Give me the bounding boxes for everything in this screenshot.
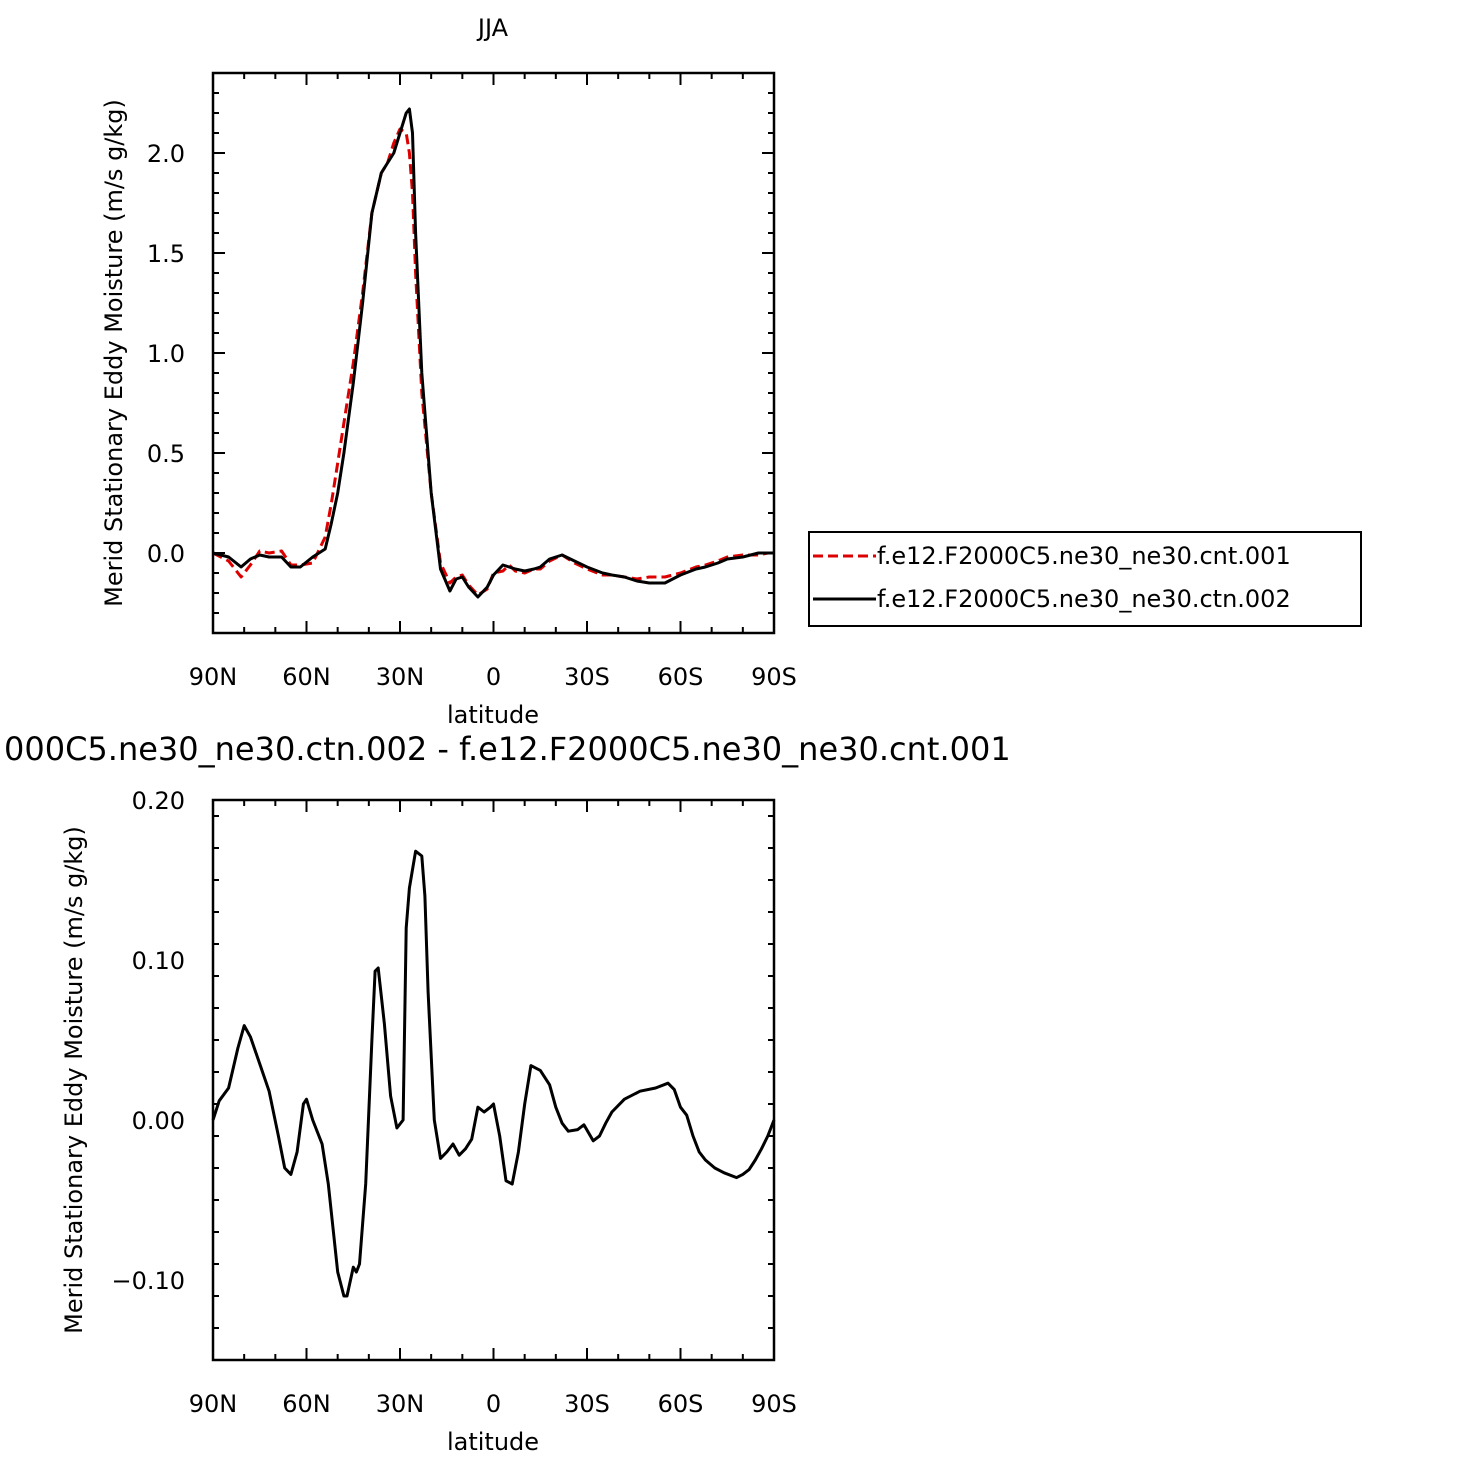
y-tick-label: 0.20 [132, 787, 185, 815]
x-tick-label: 30S [564, 663, 610, 691]
y-tick-label: 1.5 [147, 240, 185, 268]
chart-title: JJA [476, 14, 509, 42]
y-tick-label: 0.10 [132, 947, 185, 975]
x-tick-label: 60S [658, 663, 704, 691]
x-tick-label: 30S [564, 1390, 610, 1418]
legend-label-ctn002: f.e12.F2000C5.ne30_ne30.ctn.002 [877, 585, 1291, 613]
legend-box [808, 531, 1362, 627]
plot-frame [211, 71, 776, 635]
chart-title: 000C5.ne30_ne30.ctn.002 - f.e12.F2000C5.… [4, 730, 1011, 768]
legend: f.e12.F2000C5.ne30_ne30.cnt.001 f.e12.F2… [808, 531, 1362, 627]
panel-top: JJA 90N 60N 30N 0 30S 60S 90S 0.0 0.5 1.0 1.5 2.0 M… [100, 14, 1362, 729]
y-tick-label: 0.5 [147, 440, 185, 468]
series-line-1 [211, 849, 776, 1298]
x-tick-label: 90N [189, 1390, 238, 1418]
plot-frame [211, 798, 776, 1362]
x-tick-label: 60N [282, 1390, 331, 1418]
y-tick-label: −0.10 [111, 1267, 185, 1295]
x-tick-label: 30N [376, 663, 425, 691]
panel-bottom: 000C5.ne30_ne30.ctn.002 - f.e12.F2000C5.… [4, 730, 1011, 1456]
x-tick-label: 60S [658, 1390, 704, 1418]
x-tick-label: 90S [751, 663, 797, 691]
x-tick-label: 0 [486, 1390, 501, 1418]
plot-area-bottom: 90N 60N 30N 0 30S 60S 90S −0.10 0.00 0.10 0.20 [111, 787, 796, 1418]
x-tick-label: 90S [751, 1390, 797, 1418]
y-tick-label: 0.0 [147, 540, 185, 568]
x-tick-label: 0 [486, 663, 501, 691]
x-tick-label: 30N [376, 1390, 425, 1418]
x-tick-label: 90N [189, 663, 238, 691]
y-axis-label: Merid Stationary Eddy Moisture (m/s g/kg… [100, 99, 128, 607]
x-axis-label: latitude [447, 1428, 539, 1456]
series-line-1 [212, 127, 774, 597]
y-axis-label: Merid Stationary Eddy Moisture (m/s g/kg… [60, 826, 88, 1334]
series-line-2 [212, 107, 774, 599]
x-axis-label: latitude [447, 701, 539, 729]
legend-label-cnt001: f.e12.F2000C5.ne30_ne30.cnt.001 [877, 542, 1291, 570]
y-tick-label: 1.0 [147, 340, 185, 368]
x-tick-label: 60N [282, 663, 331, 691]
y-tick-label: 2.0 [147, 140, 185, 168]
plot-area-top: 90N 60N 30N 0 30S 60S 90S 0.0 0.5 1.0 1.5 2.0 [147, 71, 797, 691]
y-tick-label: 0.00 [132, 1107, 185, 1135]
